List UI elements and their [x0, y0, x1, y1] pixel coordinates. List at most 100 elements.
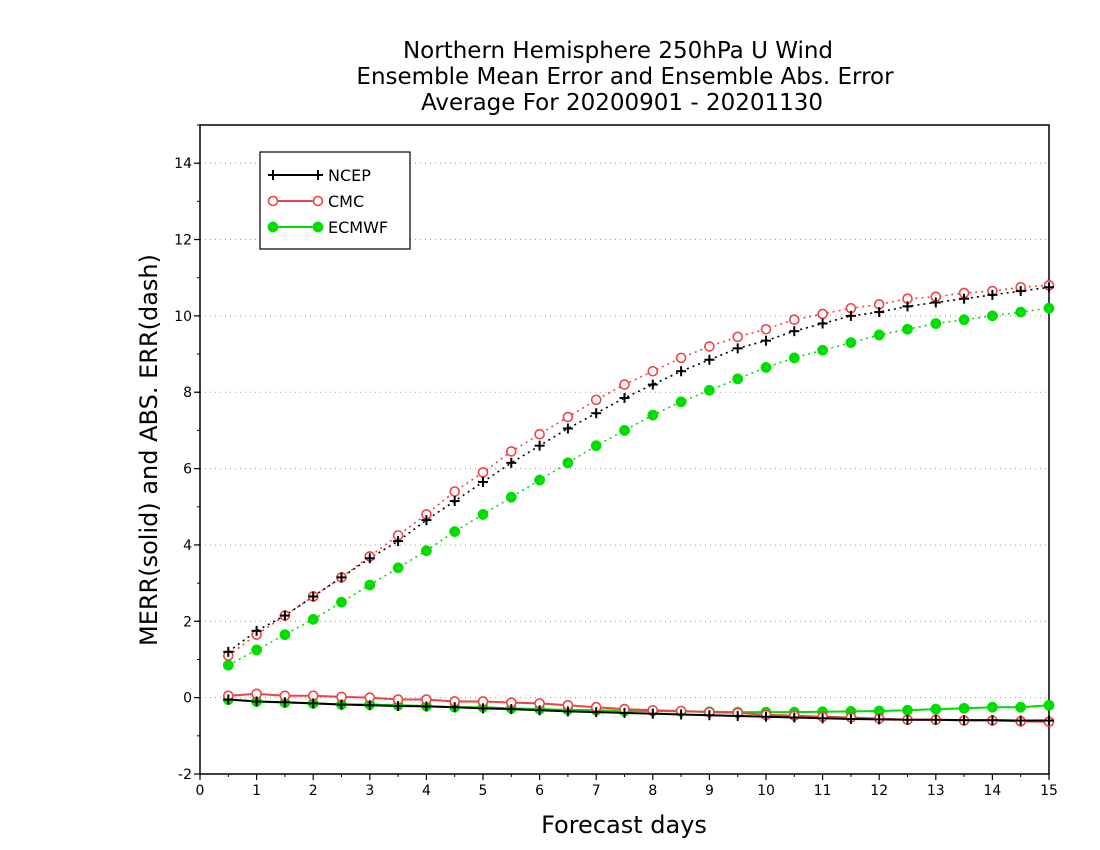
ecmwf-abs-err-point [477, 508, 489, 520]
title-line-2: Ensemble Mean Error and Ensemble Abs. Er… [356, 64, 894, 90]
ncep-mean-err-point [987, 715, 998, 726]
cmc-abs-err-point [732, 331, 744, 343]
ncep-abs-err-point [761, 335, 771, 346]
ecmwf-abs-err-point [251, 644, 263, 656]
y-tick-label: 10 [174, 309, 192, 325]
ecmwf-abs-err-point [760, 361, 772, 373]
x-tick-label: 11 [814, 783, 832, 799]
ncep-mean-err-point [732, 710, 743, 721]
ncep-abs-err-point [421, 515, 432, 526]
title-line-3: Average For 20200901 - 20201130 [421, 90, 823, 116]
y-tick-label: 0 [183, 691, 192, 707]
legend-entries: NCEP CMC ECMWF [267, 166, 388, 237]
ncep-mean-err-point [591, 707, 602, 718]
ncep-mean-err-point [279, 697, 290, 708]
legend-label: CMC [328, 192, 364, 211]
ecmwf-abs-err-point [1043, 302, 1055, 314]
ncep-abs-err-point [676, 366, 687, 377]
ecmwf-abs-err-point [647, 409, 659, 421]
legend-entry-ecmwf: ECMWF [267, 218, 388, 237]
cmc-abs-err-point [619, 379, 630, 390]
ncep-mean-err-point [874, 714, 885, 725]
ncep-abs-err-point [987, 289, 998, 300]
ncep-mean-err-point [647, 708, 658, 719]
ncep-abs-err-point [902, 301, 913, 312]
ecmwf-abs-err-point [1015, 306, 1027, 318]
legend-marker [267, 195, 279, 207]
ncep-abs-err-point [845, 310, 856, 321]
ncep-mean-err-point [1044, 715, 1054, 726]
x-tick-label: 0 [196, 783, 205, 799]
ecmwf-abs-err-point [732, 373, 744, 385]
cmc-abs-err-point [704, 341, 715, 352]
legend: NCEP CMC ECMWF [259, 151, 411, 250]
legend-entry-cmc: CMC [267, 192, 364, 211]
ncep-abs-err-point [393, 536, 404, 547]
x-tick-label: 4 [422, 783, 431, 799]
ncep-abs-err-point [789, 326, 800, 337]
x-tick-label: 6 [535, 783, 544, 799]
ncep-mean-err-point [223, 694, 234, 705]
x-tick-label: 12 [870, 783, 888, 799]
ecmwf-mean-err-point [958, 702, 970, 714]
ncep-abs-err-point [251, 625, 262, 636]
ncep-mean-err-point [478, 703, 488, 714]
y-axis-title: MERR(solid) and ABS. ERR(dash) [135, 254, 163, 646]
ecmwf-abs-err-point [902, 323, 913, 335]
ecmwf-mean-err-point [902, 704, 913, 716]
y-tick-label: 12 [174, 233, 192, 249]
cmc-abs-err-point [562, 411, 574, 423]
y-tick-label: -2 [178, 767, 192, 783]
ecmwf-abs-err-point [505, 491, 517, 503]
cmc-abs-err-point [505, 446, 517, 457]
cmc-abs-err-point [675, 352, 687, 364]
ncep-abs-err-point [478, 476, 488, 487]
ecmwf-abs-err-line [227, 307, 1050, 666]
ncep-abs-err-point [506, 457, 517, 468]
ncep-mean-err-point [336, 699, 347, 710]
ecmwf-abs-err-point [336, 596, 347, 608]
title-line-1: Northern Hemisphere 250hPa U Wind [403, 38, 833, 64]
cmc-abs-err-point [477, 467, 489, 478]
ncep-mean-err-point [704, 710, 715, 721]
legend-marker [268, 170, 278, 180]
ncep-mean-err-point [562, 706, 573, 717]
ncep-mean-err-point [364, 700, 375, 711]
ecmwf-abs-err-point [873, 329, 885, 341]
y-tick-label: 6 [183, 462, 192, 478]
y-tick-label: 8 [183, 385, 192, 401]
ncep-abs-err-point [647, 379, 658, 390]
ncep-mean-err-point [930, 714, 941, 725]
cmc-abs-err-point [449, 486, 461, 497]
ncep-mean-err-point [959, 715, 970, 726]
ncep-abs-err-point [336, 572, 347, 583]
legend-entry-ncep: NCEP [268, 166, 371, 185]
ncep-abs-err-point [562, 423, 573, 434]
cmc-abs-err-point [590, 394, 602, 406]
ecmwf-abs-err-point [619, 424, 630, 436]
x-tick-label: 15 [1040, 783, 1058, 799]
ecmwf-abs-err-point [675, 396, 687, 408]
legend-label: ECMWF [328, 218, 388, 237]
x-tick-label: 2 [309, 783, 318, 799]
ncep-abs-err-point [619, 392, 630, 403]
ncep-abs-err-point [279, 610, 290, 621]
ecmwf-mean-err-point [930, 703, 942, 715]
ncep-abs-err-point [223, 646, 234, 657]
ecmwf-abs-err-point [788, 352, 800, 364]
legend-marker [312, 221, 324, 233]
ncep-mean-err-point [421, 701, 432, 712]
ncep-abs-err-point [704, 354, 715, 365]
ncep-mean-err-point [845, 714, 856, 725]
ncep-mean-err-point [817, 713, 828, 724]
ecmwf-abs-err-point [958, 314, 970, 326]
ncep-abs-err-point [732, 343, 743, 354]
ncep-abs-err-point [364, 553, 375, 564]
ncep-mean-err-point [534, 705, 545, 716]
ecmwf-abs-err-point [222, 659, 234, 671]
ecmwf-abs-err-point [703, 384, 715, 396]
x-tick-label: 8 [648, 783, 657, 799]
ecmwf-abs-err-point [279, 629, 291, 641]
ncep-abs-err-point [930, 297, 941, 308]
